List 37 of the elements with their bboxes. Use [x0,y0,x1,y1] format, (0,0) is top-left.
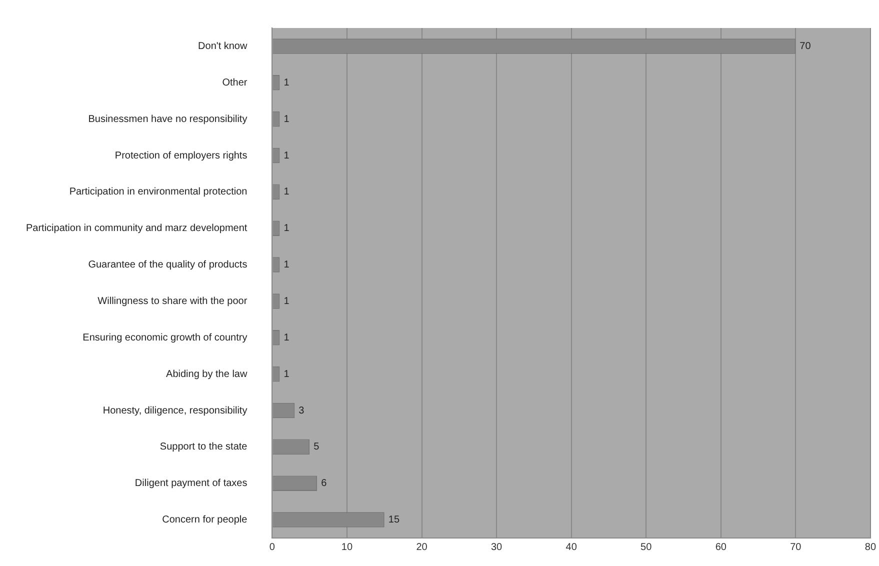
x-tick-label: 40 [566,542,578,553]
y-tick-label: Diligent payment of taxes [134,478,248,490]
y-tick-label: Don't know [198,40,248,52]
data-label: 1 [284,296,290,307]
x-tick-label: 30 [490,542,503,553]
y-tick-label: Participation in community and marz development [26,223,248,234]
y-tick-label: Honesty, diligence, responsibility [102,405,248,416]
y-tick-label: Protection of employers rights [114,150,248,162]
x-tick-label: 70 [790,542,802,553]
x-tick-label: 20 [416,542,428,553]
y-tick-label: Abiding by the law [166,368,248,380]
data-label: 3 [298,405,305,416]
data-label: 1 [284,368,290,380]
y-tick-label: Ensuring economic growth of country [82,332,248,344]
x-tick-label: 60 [715,542,727,553]
data-label: 1 [284,260,290,271]
y-tick-label: Other [222,77,248,88]
y-tick-label: Concern for people [162,514,248,526]
data-label: 1 [284,332,290,344]
data-label: 15 [388,514,400,526]
data-label: 70 [800,40,812,52]
y-tick-label: Businessmen have no responsibility [88,114,248,125]
y-tick-label: Guarantee of the quality of products [88,260,248,271]
x-tick-label: 10 [341,542,353,553]
y-tick-label: Participation in environmental protection [69,186,248,198]
x-tick-label: 0 [269,542,276,553]
y-tick-label: Willingness to share with the poor [98,296,248,307]
data-label: 1 [284,186,290,198]
data-label: 1 [284,150,290,162]
data-label: 1 [284,223,290,234]
x-tick-label: 50 [640,542,652,553]
x-tick-label: 80 [864,542,876,553]
data-label: 6 [321,478,328,490]
data-label: 5 [314,442,320,453]
y-tick-label: Support to the state [160,442,248,453]
data-label: 1 [284,77,290,88]
data-label: 1 [284,114,290,125]
